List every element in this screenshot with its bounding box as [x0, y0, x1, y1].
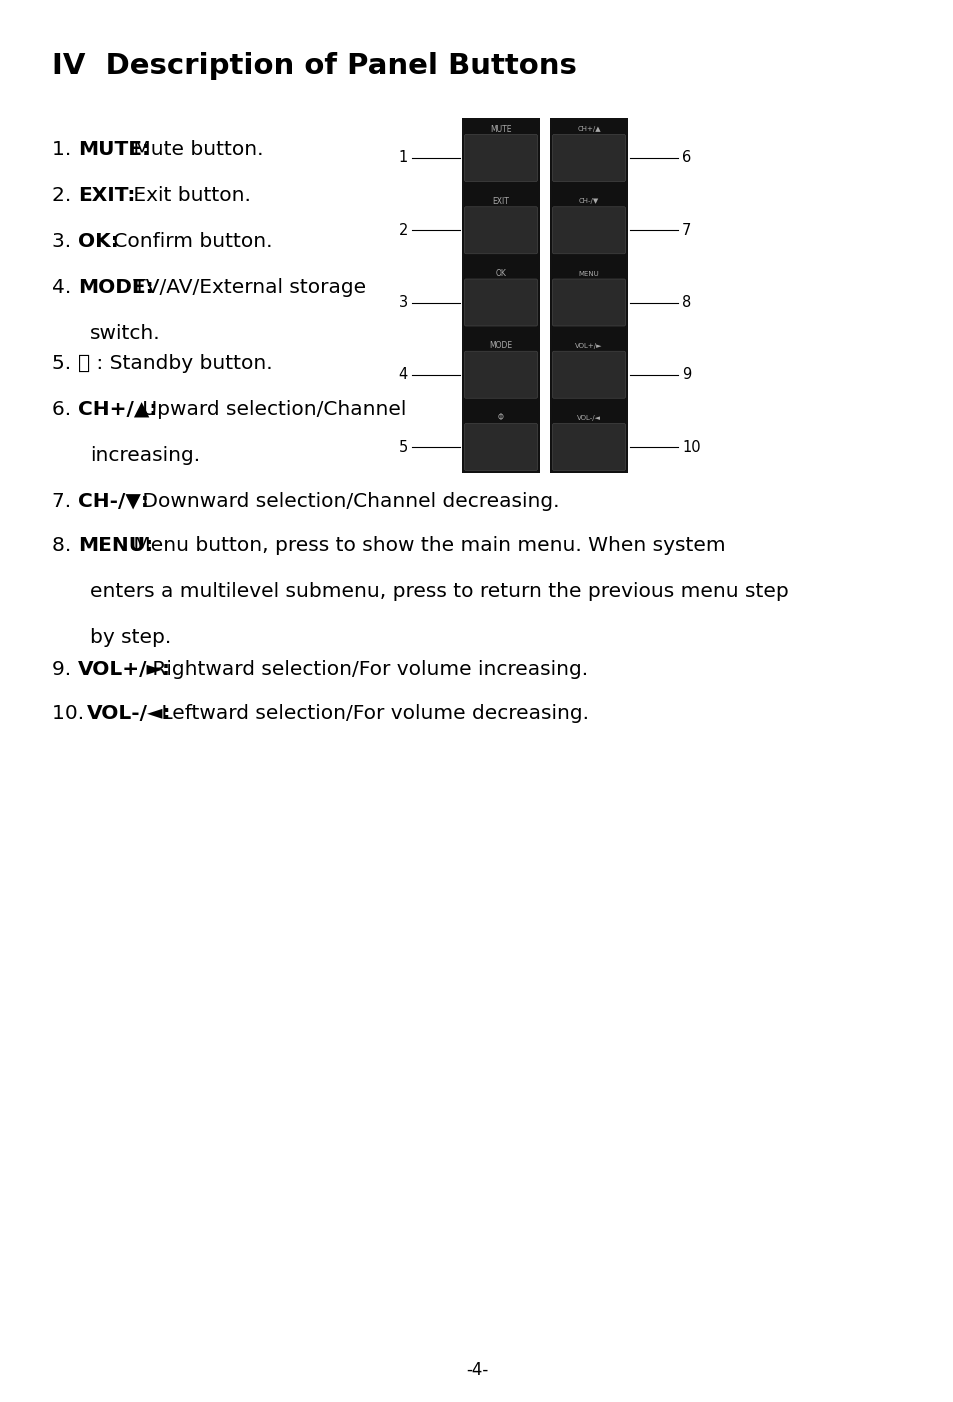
Text: VOL-/◄: VOL-/◄	[577, 415, 600, 421]
Text: 3.: 3.	[52, 231, 77, 251]
Text: Downward selection/Channel decreasing.: Downward selection/Channel decreasing.	[136, 492, 559, 510]
Text: IV  Description of Panel Buttons: IV Description of Panel Buttons	[52, 52, 577, 80]
FancyBboxPatch shape	[464, 135, 537, 181]
FancyBboxPatch shape	[464, 352, 537, 398]
Text: VOL+/►:: VOL+/►:	[78, 660, 171, 679]
Text: 6: 6	[681, 150, 691, 165]
Text: TV/AV/External storage: TV/AV/External storage	[127, 278, 365, 297]
FancyBboxPatch shape	[552, 279, 625, 327]
Text: 1.: 1.	[52, 140, 77, 158]
Text: 2.: 2.	[52, 186, 77, 205]
FancyBboxPatch shape	[552, 135, 625, 181]
Text: 5: 5	[398, 439, 408, 454]
Text: VOL+/►: VOL+/►	[575, 342, 602, 349]
Bar	[550, 118, 627, 472]
FancyBboxPatch shape	[552, 206, 625, 254]
FancyBboxPatch shape	[552, 423, 625, 471]
Text: Menu button, press to show the main menu. When system: Menu button, press to show the main menu…	[127, 536, 724, 555]
Text: 9: 9	[681, 367, 691, 383]
Bar	[461, 118, 539, 472]
Text: 8.: 8.	[52, 536, 77, 555]
Text: 3: 3	[398, 294, 408, 310]
Text: Exit button.: Exit button.	[127, 186, 251, 205]
Text: 9.: 9.	[52, 660, 77, 679]
Text: 10: 10	[681, 439, 700, 454]
Text: MENU:: MENU:	[78, 536, 153, 555]
Text: switch.: switch.	[90, 324, 160, 343]
Text: 8: 8	[681, 294, 691, 310]
Text: 7.: 7.	[52, 492, 77, 510]
Text: MODE: MODE	[489, 341, 512, 350]
Text: enters a multilevel submenu, press to return the previous menu step: enters a multilevel submenu, press to re…	[90, 582, 788, 601]
Text: MUTE: MUTE	[490, 125, 511, 133]
FancyBboxPatch shape	[464, 206, 537, 254]
Text: MUTE:: MUTE:	[78, 140, 150, 158]
Text: CH-/▼: CH-/▼	[578, 198, 598, 205]
Text: 4.: 4.	[52, 278, 77, 297]
Text: CH+/▲: CH+/▲	[577, 126, 600, 132]
Text: : Standby button.: : Standby button.	[91, 353, 273, 373]
Text: 6.: 6.	[52, 400, 77, 419]
Text: increasing.: increasing.	[90, 446, 200, 465]
Text: 7: 7	[681, 223, 691, 238]
FancyBboxPatch shape	[464, 279, 537, 327]
Text: OK:: OK:	[78, 231, 119, 251]
Text: MODE:: MODE:	[78, 278, 153, 297]
Text: Upward selection/Channel: Upward selection/Channel	[136, 400, 406, 419]
Text: 1: 1	[398, 150, 408, 165]
Text: CH+/▲:: CH+/▲:	[78, 400, 157, 419]
Text: VOL-/◄:: VOL-/◄:	[87, 704, 172, 723]
Text: EXIT:: EXIT:	[78, 186, 135, 205]
FancyBboxPatch shape	[464, 423, 537, 471]
Text: EXIT: EXIT	[492, 196, 509, 206]
Text: 2: 2	[398, 223, 408, 238]
Text: OK: OK	[495, 269, 506, 278]
Text: Leftward selection/For volume decreasing.: Leftward selection/For volume decreasing…	[154, 704, 588, 723]
Text: MENU: MENU	[578, 271, 598, 276]
Text: Mute button.: Mute button.	[127, 140, 263, 158]
Text: Φ: Φ	[497, 414, 503, 422]
Text: CH-/▼:: CH-/▼:	[78, 492, 149, 510]
Text: Rightward selection/For volume increasing.: Rightward selection/For volume increasin…	[146, 660, 588, 679]
Text: 10.: 10.	[52, 704, 91, 723]
Text: Confirm button.: Confirm button.	[107, 231, 273, 251]
Text: -4-: -4-	[465, 1361, 488, 1380]
Text: by step.: by step.	[90, 628, 172, 646]
FancyBboxPatch shape	[552, 352, 625, 398]
Text: ⏻: ⏻	[78, 353, 91, 373]
Text: 4: 4	[398, 367, 408, 383]
Text: 5.: 5.	[52, 353, 77, 373]
